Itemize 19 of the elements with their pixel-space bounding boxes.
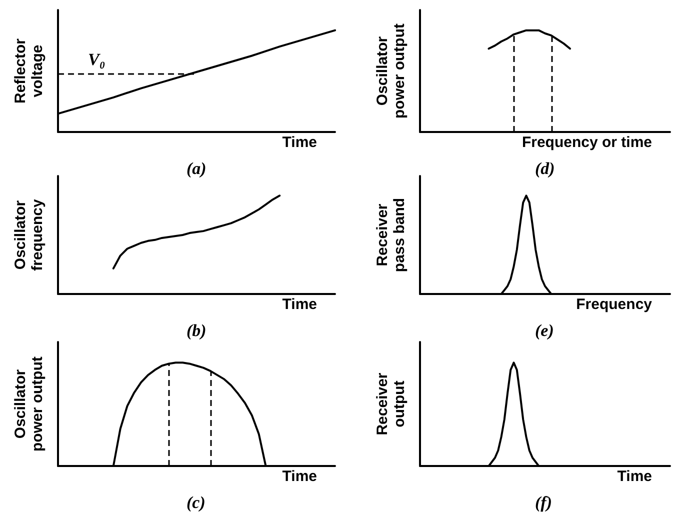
ref-line-label: V₀ xyxy=(88,50,106,70)
text: (b) xyxy=(186,321,206,340)
text: (a) xyxy=(186,159,206,178)
x-axis-title: Frequency xyxy=(576,296,653,313)
x-axis-title: Time xyxy=(282,134,318,151)
text: (d) xyxy=(535,159,555,178)
y-axis-title: Reflector voltage xyxy=(12,38,46,104)
text: (c) xyxy=(186,493,206,512)
x-axis-title: Time xyxy=(282,296,318,313)
y-axis-title: Receiver output xyxy=(374,372,408,436)
y-axis-title: Receiver pass band xyxy=(374,198,408,272)
x-axis-title: Frequency or time xyxy=(522,134,652,151)
y-axis-title: Oscillator power output xyxy=(12,356,46,452)
text: (e) xyxy=(535,321,554,340)
text: (f) xyxy=(535,493,552,512)
x-axis-title: Time xyxy=(617,468,652,485)
y-axis-title: Oscillator frequency xyxy=(12,198,46,271)
x-axis-title: Time xyxy=(282,468,318,485)
y-axis-title: Oscillator power output xyxy=(374,24,408,118)
